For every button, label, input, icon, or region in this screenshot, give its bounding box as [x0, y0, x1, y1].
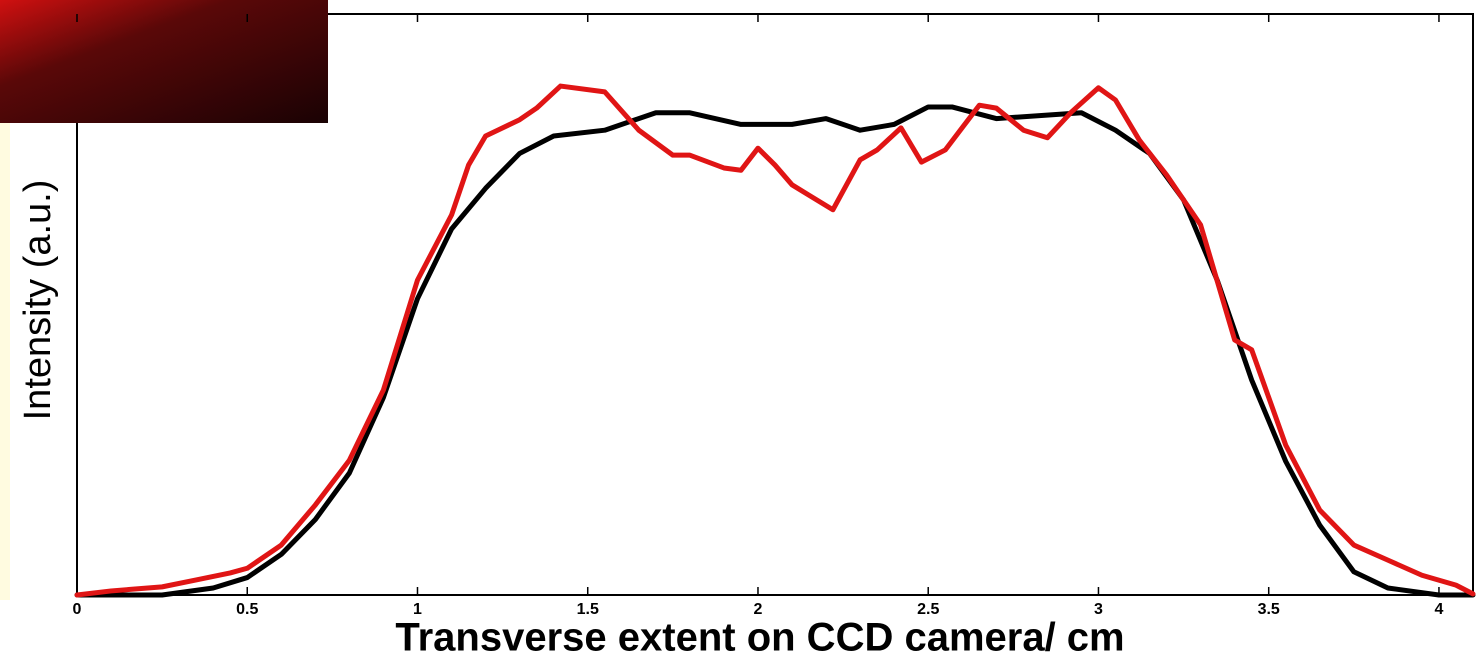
- x-tick-label: 2.5: [917, 601, 939, 618]
- x-tick-label: 2: [754, 601, 763, 618]
- x-tick-label: 4: [1434, 601, 1443, 618]
- x-axis-label: Transverse extent on CCD camera/ cm: [395, 616, 1124, 660]
- chart: Intensity (a.u.) Transverse extent on CC…: [0, 0, 1478, 664]
- x-tick-label: 3.5: [1258, 601, 1280, 618]
- x-tick-label: 3: [1094, 601, 1103, 618]
- x-tick-label: 1: [413, 601, 422, 618]
- x-tick-label: 0.5: [236, 601, 258, 618]
- beam-image: [0, 0, 328, 123]
- y-axis-label: Intensity (a.u.): [17, 180, 59, 421]
- x-tick-label: 1.5: [577, 601, 599, 618]
- x-tick-label: 0: [73, 601, 82, 618]
